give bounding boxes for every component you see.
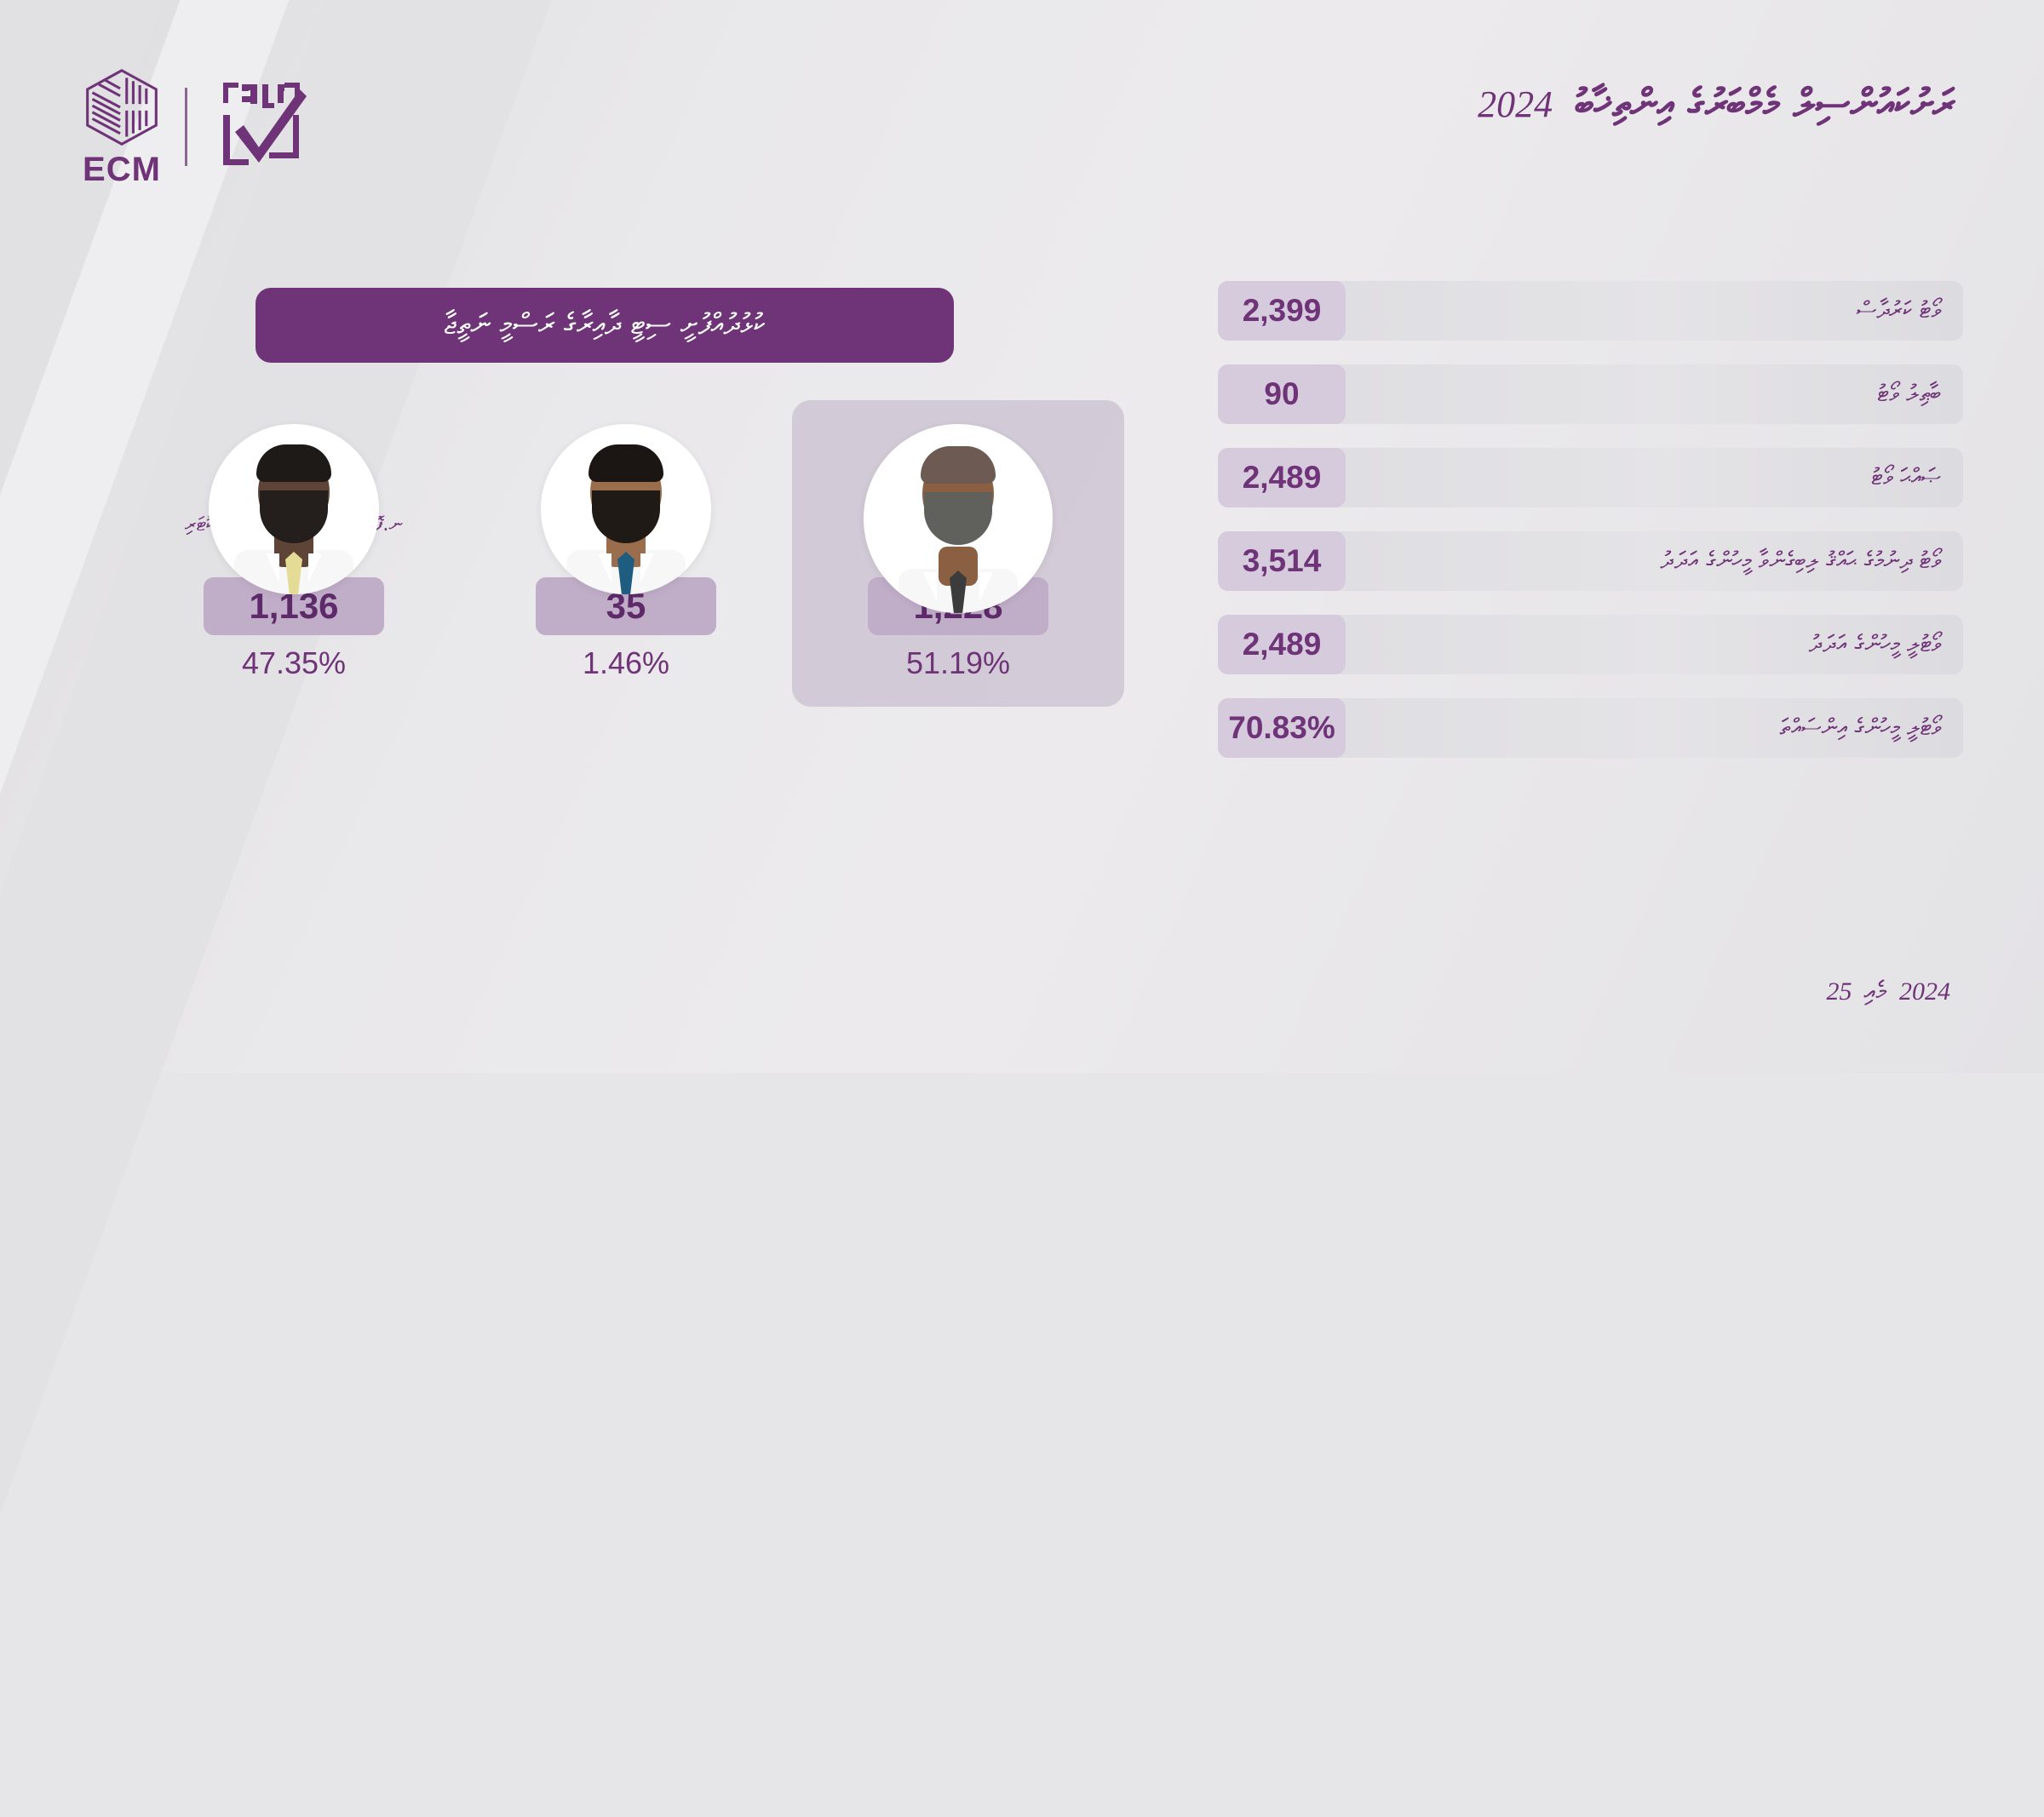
candidate-photo: 2 [541,424,711,594]
candidate-card: 2 އަޙްމަދު ޢަބްދުﷲ އަލިމަސްގެ ދޫ 35 1.46… [460,400,792,707]
beard-shape [592,490,660,543]
candidate-vote-percent: 1.46% [582,645,670,681]
collar-right [308,553,322,582]
stat-row: ވޯޓުލީ މީހުންގެ އިންސައްތަ 70.83% [1218,698,1963,758]
tie-shape [285,552,302,594]
stat-label: ބާޠިލު ވޯޓު [1877,380,1941,407]
stat-value: 3,514 [1218,531,1346,591]
tie-shape [617,552,634,594]
stat-value: 2,399 [1218,281,1346,341]
stat-row: ވޯޓު ކަރުދާސް 2,399 [1218,281,1963,341]
stat-row: ވޯޓު ދިނުމުގެ ޙައްޤު ލިބިގެންވާ މީހުންގެ… [1218,531,1963,591]
ballot-check-icon [210,77,312,175]
hair-shape [256,444,331,482]
candidate-portrait-icon [230,438,358,594]
collar-left [598,553,611,582]
constituency-banner: ކުޅުދުއްފުށީ ސިޓީ ދާއިރާގެ ރަސްމީ ނަތީޖާ [256,288,954,363]
brand-logo: ECM [81,66,312,186]
collar-left [923,572,937,601]
candidate-list: 3 ޙުސެއިން ވަޙީދު ނ.ފޮއްދޫ ރަށުކައުންސިލ… [128,400,1201,894]
collar-right [640,553,654,582]
date-month: މެއި [1863,977,1887,1006]
stat-label: ޞައްޙަ ވޯޓު [1871,463,1941,490]
ecm-wordmark: ECM [83,151,161,188]
candidate-vote-percent: 47.35% [241,645,347,681]
stat-value: 70.83% [1218,698,1346,758]
stat-row: ބާޠިލު ވޯޓު 90 [1218,364,1963,424]
candidate-portrait-icon [562,438,690,594]
stat-value: 90 [1218,364,1346,424]
stat-value: 2,489 [1218,448,1346,507]
stat-label: ވޯޓުލީ މީހުންގެ އިންސައްތަ [1779,714,1941,741]
stat-label: ވޯޓު ދިނުމުގެ ޙައްޤު ލިބިގެންވާ މީހުންގެ… [1660,547,1941,574]
candidate-portrait-icon [887,439,1029,613]
hair-shape [589,444,663,482]
statistics-panel: ވޯޓު ކަރުދާސް 2,399 ބާޠިލު ވޯޓު 90 ޞައްޙ… [1218,281,1963,758]
stat-label: ވޯޓު ކަރުދާސް [1856,296,1941,324]
stat-label: ވޯޓުލީ މީހުންގެ އަދަދު [1808,630,1941,657]
stat-row: ޞައްޙަ ވޯޓު 2,489 [1218,448,1963,507]
beard-shape [924,492,992,545]
candidate-photo: 1 [864,424,1053,613]
ecm-cube-icon: ECM [81,66,163,186]
hair-shape [921,446,996,484]
stat-row: ވޯޓުލީ މީހުންގެ އަދަދު 2,489 [1218,615,1963,674]
publication-date: 25 މެއި 2024 [1826,977,1950,1006]
page-title: ރަށުކައުންސިލް މެމްބަރުގެ އިންތިޚާބު 202… [1478,75,1955,132]
page-title-year: 2024 [1478,83,1553,125]
constituency-banner-text: ކުޅުދުއްފުށީ ސިޓީ ދާއިރާގެ ރަސްމީ ނަތީޖާ [444,307,766,342]
logo-divider [185,87,187,166]
candidate-vote-percent: 51.19% [905,645,1011,681]
beard-shape [260,490,328,543]
date-year: 2024 [1899,977,1950,1006]
page-title-text: ރަށުކައުންސިލް މެމްބަރުގެ އިންތިޚާބު [1575,80,1955,126]
candidate-photo: 3 [209,424,379,594]
collar-left [266,553,279,582]
stat-value: 2,489 [1218,615,1346,674]
date-day: 25 [1826,977,1852,1006]
collar-right [979,572,993,601]
candidate-card: 1 ފަޒްލޫން ޢަބްދުﷲ ސަންލައިޓް ކުޅުދުއްފު… [792,400,1124,708]
candidate-card: 3 ޙުސެއިން ވަޙީދު ނ.ފޮއްދޫ ރަށުކައުންސިލ… [128,400,460,707]
tie-shape [950,570,967,613]
page-header: ECM [0,0,2044,196]
